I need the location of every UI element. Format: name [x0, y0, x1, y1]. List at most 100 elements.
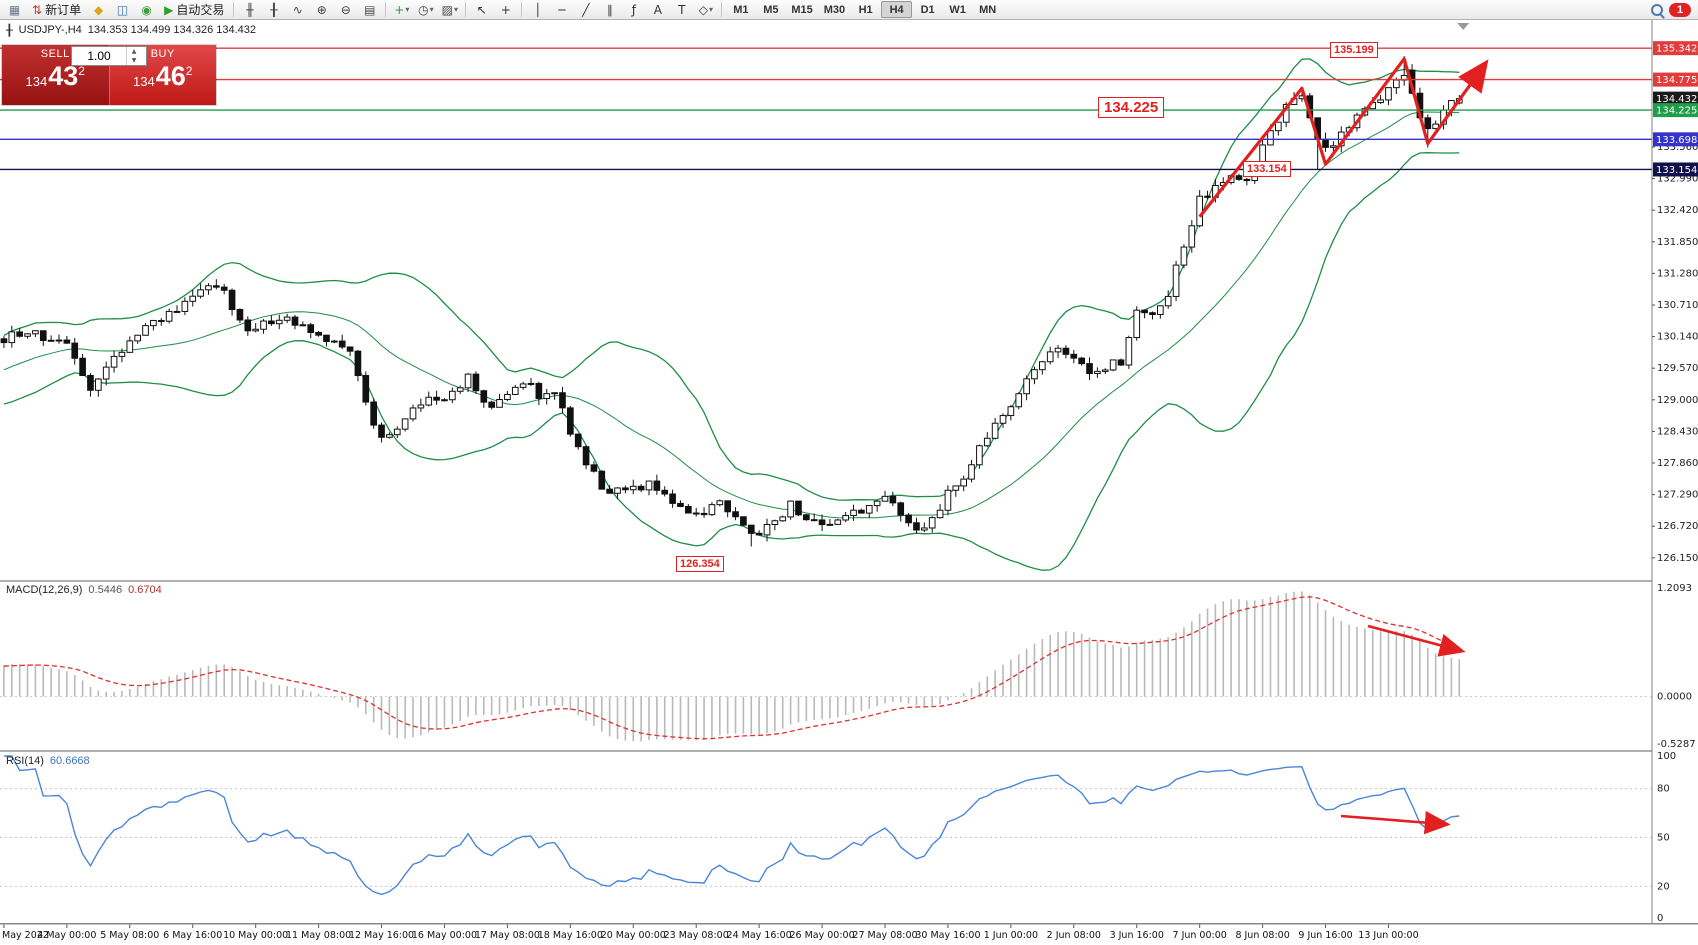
bear-candle	[1086, 363, 1093, 375]
bull-candle	[1007, 406, 1015, 417]
bull-candle	[47, 339, 55, 342]
trendline-icon[interactable]: ╱	[582, 2, 590, 17]
macd-rsi-separator[interactable]	[0, 750, 1698, 752]
bear-candle	[582, 446, 590, 466]
data-window-icon[interactable]: ◫	[116, 2, 129, 17]
navigator-icon[interactable]: ◉	[141, 2, 152, 17]
main-macd-separator[interactable]	[0, 580, 1698, 582]
templates-icon[interactable]: ▨ ▾	[441, 2, 458, 17]
rsi-trend-arrow[interactable]	[1340, 810, 1451, 835]
horizontal-line-icon[interactable]: ─	[558, 2, 566, 17]
bear-candle	[244, 319, 252, 332]
market-watch-icon[interactable]: ◆	[93, 2, 104, 17]
zoom-in-icon[interactable]: ⊕	[316, 2, 327, 17]
timeframe-button-m5[interactable]: M5	[763, 3, 779, 16]
tile-windows-icon[interactable]: ▤	[364, 2, 376, 17]
timeframe-button-d1[interactable]: D1	[920, 3, 935, 16]
candlestick-chart-type-icon[interactable]: ╂	[270, 2, 278, 17]
bull-candle	[1023, 378, 1030, 395]
timeframe-button-m1[interactable]: M1	[733, 3, 749, 16]
macd-trend-arrow[interactable]	[1367, 624, 1466, 657]
channel-icon[interactable]: ∥	[606, 2, 613, 17]
bull-candle	[189, 295, 197, 302]
price-label-object[interactable]: 133.154	[1243, 161, 1291, 177]
timeframe-button-m15[interactable]: M15	[791, 3, 813, 16]
volume-up-button[interactable]: ▲	[131, 48, 137, 55]
indicators-icon[interactable]: + ▾	[394, 2, 410, 17]
bull-candle	[8, 331, 16, 344]
chart-shift-marker[interactable]	[1457, 23, 1470, 30]
price-label-object[interactable]: 134.225	[1098, 97, 1165, 118]
rsi-axis-value: 100	[1657, 751, 1676, 762]
time-axis-label: 12 May 16:00	[349, 930, 414, 941]
crosshair-icon[interactable]: +	[500, 2, 511, 17]
bar-chart-type-icon[interactable]: ╫	[246, 2, 254, 17]
volume-box: ▲ ▼	[71, 46, 147, 66]
volume-down-button[interactable]: ▼	[131, 57, 137, 64]
sell-button[interactable]: SELL 134 43 2	[2, 45, 110, 105]
fibonacci-icon[interactable]: ƒ	[631, 2, 636, 17]
timeframe-button-h4[interactable]: H4	[881, 1, 913, 18]
periods-icon[interactable]: ◷ ▾	[418, 2, 434, 17]
new-order-button[interactable]: ⇅ 新订单	[32, 2, 82, 17]
macd-label: MACD(12,26,9) 0.5446 0.6704	[6, 584, 162, 596]
price-marker-value: 133.698	[1656, 135, 1697, 146]
bull-candle	[1101, 369, 1109, 372]
timeframe-button-mn[interactable]: MN	[979, 3, 997, 16]
time-axis-label: 3 Jun 16:00	[1110, 930, 1164, 941]
bull-candle	[275, 319, 283, 325]
bull-candle	[968, 464, 975, 480]
price-axis-value: 127.290	[1657, 490, 1698, 501]
bull-candle	[527, 382, 535, 385]
cursor-icon[interactable]: ↖	[476, 2, 487, 17]
bull-candle	[409, 407, 417, 420]
price-axis-value: 130.710	[1657, 300, 1698, 311]
shapes-icon[interactable]: ◇ ▾	[698, 2, 713, 17]
bear-candle	[803, 514, 810, 521]
price-label-object[interactable]: 126.354	[676, 556, 724, 572]
new-chart-icon[interactable]: ▦	[8, 2, 21, 17]
ohlc-values: 134.353 134.499 134.326 134.432	[87, 24, 257, 36]
bull-candle	[504, 393, 511, 400]
chart-canvas[interactable]	[0, 20, 1698, 945]
line-chart-type-icon[interactable]: ∿	[292, 2, 303, 17]
bull-candle	[24, 333, 31, 337]
label-icon[interactable]: T	[678, 2, 686, 17]
sell-price: 134 43 2	[26, 63, 85, 90]
rsi-axis-value: 20	[1657, 881, 1670, 892]
autotrading-button[interactable]: ▶ 自动交易	[164, 2, 225, 17]
bull-candle	[519, 383, 527, 388]
text-icon[interactable]: A	[653, 2, 662, 17]
bull-candle	[850, 509, 857, 517]
bull-candle	[331, 340, 338, 343]
bear-candle	[480, 390, 488, 403]
timeframe-button-w1[interactable]: W1	[949, 3, 966, 16]
bear-candle	[622, 487, 629, 491]
macd-axis-value: 0.0000	[1657, 692, 1692, 703]
bear-candle	[905, 514, 912, 524]
rsi-axis-value: 80	[1657, 784, 1670, 795]
price-label-object[interactable]: 135.199	[1330, 42, 1378, 58]
volume-input[interactable]	[72, 49, 126, 63]
bull-candle	[464, 373, 472, 389]
buy-price: 134 46 2	[133, 63, 192, 90]
price-axis-value: 128.430	[1657, 426, 1698, 437]
bull-candle	[1109, 359, 1117, 371]
bull-candle	[826, 523, 834, 526]
sell-label: SELL	[40, 48, 70, 60]
bull-candle	[32, 330, 39, 335]
trend-zigzag-arrow[interactable]	[1198, 57, 1489, 218]
bear-candle	[1322, 138, 1329, 148]
bull-candle	[842, 515, 849, 521]
timeframe-button-h1[interactable]: H1	[858, 3, 873, 16]
search-icon[interactable]	[1645, 1, 1668, 18]
bear-candle	[700, 512, 708, 516]
vertical-line-icon[interactable]: │	[534, 2, 542, 17]
notification-badge[interactable]: 1	[1669, 2, 1691, 17]
timeframe-button-m30[interactable]: M30	[823, 3, 846, 16]
price-axis-value: 126.720	[1657, 521, 1698, 532]
zoom-out-icon[interactable]: ⊖	[340, 2, 351, 17]
bull-candle	[976, 445, 983, 466]
bear-candle	[307, 324, 315, 333]
